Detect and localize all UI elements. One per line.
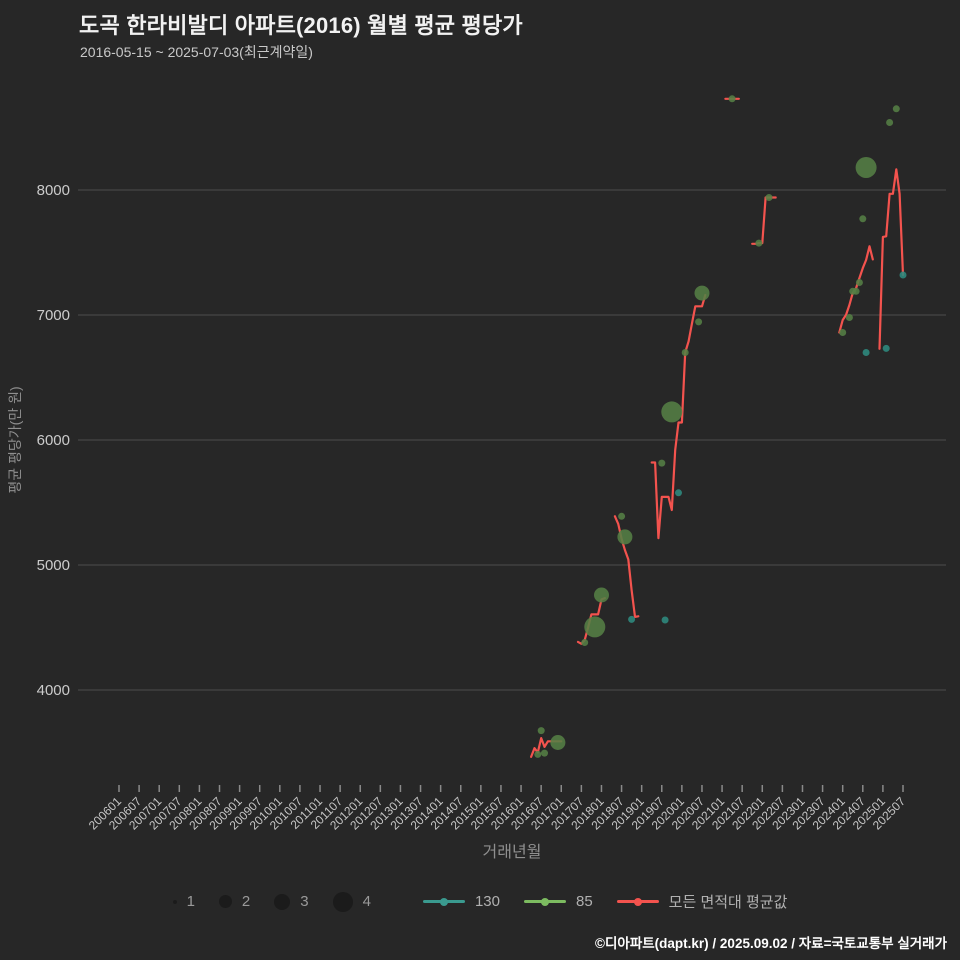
size-marker-icon [332, 891, 353, 912]
data-point-85[interactable] [617, 529, 633, 545]
series-marker-dot-icon [633, 897, 642, 906]
page-title: 도곡 한라비발디 아파트(2016) 월별 평균 평당가 [79, 13, 523, 38]
y-tick-label: 7000 [37, 307, 70, 324]
series-marker-dot-icon [439, 897, 448, 906]
series-marker-icon [422, 897, 465, 906]
size-marker-icon [172, 899, 177, 904]
legend-series-1[interactable]: 130 [422, 893, 500, 910]
y-tick-label: 4000 [37, 682, 70, 699]
size-marker-icon [274, 893, 291, 910]
data-point-85[interactable] [839, 329, 847, 336]
data-point-85[interactable] [658, 459, 666, 467]
legend-series-2[interactable]: 85 [523, 893, 593, 910]
avg-line-segment [613, 515, 640, 619]
legend-size-1[interactable]: 1 [172, 893, 195, 910]
legend-size-label: 4 [362, 893, 371, 910]
data-point-130[interactable] [882, 344, 890, 352]
data-point-85[interactable] [694, 285, 710, 301]
legend-size-4[interactable]: 4 [332, 891, 371, 912]
size-marker-icon [218, 895, 232, 908]
avg-line-segment [878, 168, 905, 350]
data-point-85[interactable] [681, 349, 689, 356]
page-subtitle: 2016-05-15 ~ 2025-07-03(최근계약일) [80, 44, 313, 60]
avg-line-segment [751, 196, 777, 245]
data-point-85[interactable] [584, 616, 606, 638]
series-85-bubbles[interactable] [534, 95, 900, 758]
data-point-85[interactable] [581, 639, 589, 646]
data-point-85[interactable] [594, 587, 609, 603]
data-point-85[interactable] [859, 215, 867, 223]
data-point-130[interactable] [628, 615, 636, 623]
legend-series-label: 모든 면적대 평균값 [668, 894, 788, 911]
data-point-85[interactable] [728, 95, 736, 103]
legend-size-label: 1 [186, 893, 195, 910]
y-tick-label: 6000 [37, 432, 70, 449]
data-point-85[interactable] [855, 157, 877, 178]
data-point-85[interactable] [755, 239, 763, 247]
data-point-85[interactable] [855, 279, 863, 286]
data-point-85[interactable] [618, 512, 626, 520]
data-point-85[interactable] [892, 105, 900, 113]
legend-series-3[interactable]: 모든 면적대 평균값 [616, 891, 788, 912]
x-axis-title: 거래년월 [483, 843, 542, 861]
y-tick-label: 5000 [37, 557, 70, 574]
data-point-85[interactable] [661, 401, 683, 423]
data-point-130[interactable] [899, 271, 907, 279]
legend-size-2[interactable]: 2 [218, 893, 251, 910]
gridlines [78, 189, 946, 691]
legend: 1 2 3 4 130 85 모든 면적대 평균값 [0, 891, 960, 912]
footer-credit: ©디아파트(dapt.kr) / 2025.09.02 / 자료=국토교통부 실… [595, 936, 947, 951]
legend-size-3[interactable]: 3 [274, 893, 309, 910]
series-marker-icon [523, 897, 566, 906]
data-point-85[interactable] [695, 318, 703, 326]
series-marker-dot-icon [540, 897, 549, 906]
data-point-85[interactable] [537, 727, 545, 735]
x-axis-ticks: 2006012006072007012007072008012008072009… [86, 785, 908, 832]
y-tick-label: 8000 [37, 182, 70, 199]
data-point-85[interactable] [541, 749, 548, 757]
series-130-dots[interactable] [628, 271, 907, 624]
legend-series-label: 85 [575, 893, 593, 910]
data-point-85[interactable] [845, 314, 853, 321]
legend-size-label: 3 [300, 893, 309, 910]
data-point-130[interactable] [661, 616, 669, 624]
avg-line-segment [650, 293, 707, 540]
series-all-areas-average-line [529, 97, 905, 759]
legend-series-label: 130 [474, 893, 500, 910]
data-point-130[interactable] [675, 489, 682, 497]
data-point-130[interactable] [862, 349, 870, 356]
series-marker-icon [616, 897, 659, 906]
y-axis-title: 평균 평당가(만 원) [7, 386, 23, 493]
data-point-85[interactable] [534, 750, 542, 758]
data-point-85[interactable] [765, 194, 773, 201]
legend-size-label: 2 [241, 893, 251, 910]
y-axis-tick-labels: 4000 5000 6000 7000 8000 [37, 182, 70, 699]
data-point-85[interactable] [852, 287, 860, 295]
data-point-85[interactable] [886, 119, 894, 126]
data-point-85[interactable] [550, 735, 566, 750]
